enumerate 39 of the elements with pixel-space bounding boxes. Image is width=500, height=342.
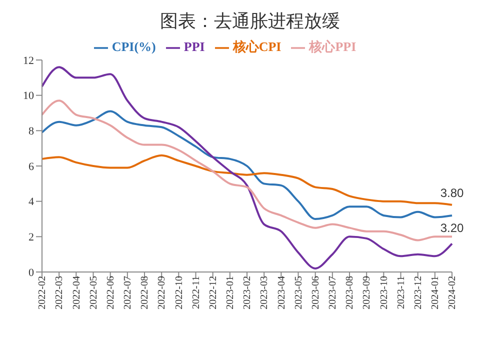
legend-label: PPI xyxy=(184,39,205,54)
x-tick-label: 2022-08 xyxy=(140,276,151,310)
x-tick-label: 2023-11 xyxy=(396,276,407,309)
x-tick-label: 2023-05 xyxy=(293,276,304,310)
x-tick-label: 2023-01 xyxy=(225,276,236,310)
y-tick-label: 0 xyxy=(28,266,34,279)
legend-label: CPI(%) xyxy=(112,39,156,54)
x-tick-label: 2022-11 xyxy=(190,276,202,309)
x-tick-label: 2023-03 xyxy=(259,276,270,310)
annotation: 3.20 xyxy=(440,220,464,235)
x-tick-label: 2022-02 xyxy=(37,276,48,310)
x-tick-label: 2022-12 xyxy=(208,276,219,310)
x-tick-label: 2023-04 xyxy=(276,276,288,310)
y-tick-label: 10 xyxy=(23,90,34,102)
x-tick-label: 2022-07 xyxy=(122,276,134,310)
x-tick-label: 2023-06 xyxy=(310,276,322,310)
annotation: 3.80 xyxy=(440,186,464,200)
x-tick-label: 2022-03 xyxy=(54,276,66,310)
y-tick-label: 4 xyxy=(28,196,34,208)
x-tick-label: 2022-05 xyxy=(88,276,100,310)
y-tick-label: 2 xyxy=(28,232,34,244)
x-tick-label: 2023-02 xyxy=(242,276,254,310)
x-tick-label: 2023-08 xyxy=(344,276,356,310)
y-tick-label: 8 xyxy=(28,126,34,138)
x-tick-label: 2022-09 xyxy=(156,276,168,310)
y-tick-label: 6 xyxy=(28,160,34,173)
x-tick-label: 2023-12 xyxy=(412,276,424,310)
x-tick-label: 2022-04 xyxy=(71,276,82,310)
x-tick-label: 2024-02 xyxy=(447,276,458,310)
x-tick-label: 2023-07 xyxy=(328,276,339,310)
x-tick-label: 2022-10 xyxy=(174,276,185,310)
chart-title: 图表：去通胀进程放缓 xyxy=(159,10,341,33)
x-tick-label: 2023-09 xyxy=(362,276,373,310)
x-tick-label: 2022-06 xyxy=(105,276,116,310)
legend-label: 核心PPI xyxy=(309,39,356,54)
legend-label: 核心CPI xyxy=(232,39,282,54)
x-tick-label: 2024-01 xyxy=(430,276,442,310)
y-tick-label: 12 xyxy=(23,54,34,67)
x-tick-label: 2023-10 xyxy=(378,276,390,310)
